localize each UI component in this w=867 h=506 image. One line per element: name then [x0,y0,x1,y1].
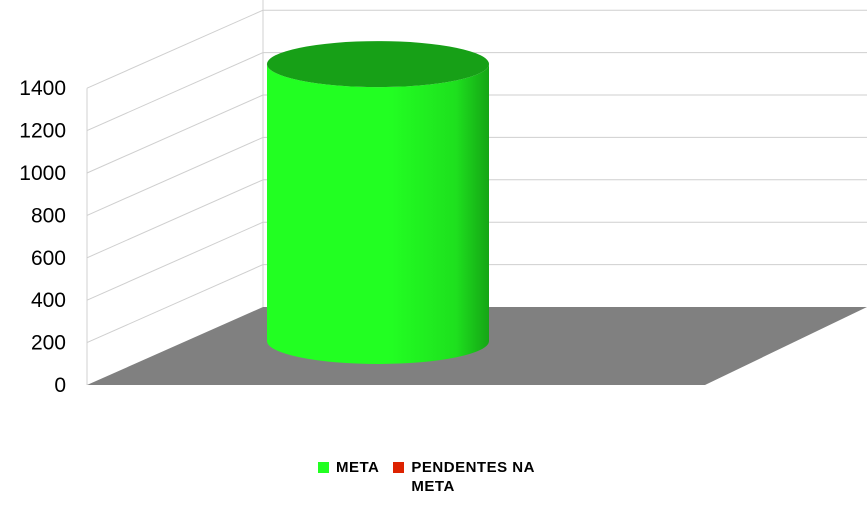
legend-label-pendentes: PENDENTES NA META [411,459,535,495]
legend-label-meta: META [336,459,380,476]
gridline-side [86,94,264,174]
legend-item-pendentes: PENDENTES NA META [393,458,561,496]
y-tick-label: 1000 [19,162,66,185]
gridline-side [86,221,264,301]
y-axis-ticks: 0 200 400 600 800 1000 1200 1400 [19,77,66,397]
y-tick-label: 800 [31,204,66,227]
gridline-side [86,179,264,259]
y-tick-label: 1400 [19,77,66,100]
gridline-side [86,9,264,89]
y-tick-label: 1200 [19,120,66,143]
y-tick-label: 200 [31,332,66,355]
legend-item-meta: META [318,458,379,477]
legend-swatch-meta [318,462,329,473]
y-tick-label: 400 [31,289,66,312]
gridline-side [86,136,264,216]
y-tick-label: 600 [31,247,66,270]
bar-meta-body [267,64,489,364]
legend-swatch-pendentes [393,462,405,473]
gridline-side [86,52,264,132]
chart-bars [267,41,489,364]
bar-meta-top [267,41,489,88]
gridline-side [86,264,264,344]
y-tick-label: 0 [54,374,66,397]
legend: META PENDENTES NA META [318,458,575,496]
